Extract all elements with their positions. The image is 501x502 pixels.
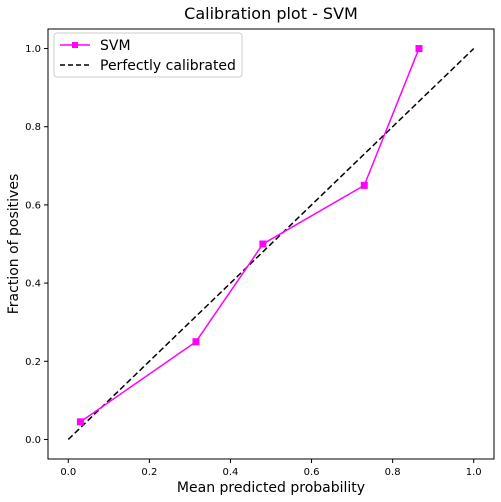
x-tick-label: 0.4 — [223, 467, 239, 478]
x-tick-label: 0.0 — [60, 467, 76, 478]
y-tick-label: 0.4 — [25, 279, 41, 290]
x-tick-label: 0.2 — [141, 467, 157, 478]
legend-box — [53, 32, 243, 78]
x-tick-label: 0.6 — [304, 467, 320, 478]
legend-label-svm: SVM — [100, 38, 131, 54]
plot-area-frame — [47, 28, 495, 460]
data-point-svm — [76, 418, 84, 426]
x-tick-label: 0.8 — [385, 467, 401, 478]
y-axis: 0.0 0.2 0.4 0.6 0.8 1.0 — [25, 44, 48, 446]
x-tick-label: 1.0 — [466, 467, 482, 478]
series-layer — [67, 45, 475, 440]
y-tick-label: 0.2 — [25, 357, 41, 368]
data-point-svm — [192, 338, 200, 346]
chart-title: Calibration plot - SVM — [184, 4, 358, 23]
legend-swatch-svm-marker — [72, 42, 78, 48]
y-tick-label: 0.6 — [25, 200, 41, 211]
data-point-svm — [415, 45, 423, 53]
data-point-svm — [360, 181, 368, 189]
y-tick-label: 0.0 — [25, 435, 41, 446]
y-axis-label: Fraction of positives — [6, 174, 22, 315]
y-tick-label: 1.0 — [25, 44, 41, 55]
y-tick-label: 0.8 — [25, 122, 41, 133]
series-line-svm — [80, 48, 420, 423]
x-axis: 0.0 0.2 0.4 0.6 0.8 1.0 — [60, 459, 482, 478]
legend: SVM Perfectly calibrated — [53, 32, 243, 78]
legend-label-perfectly-calibrated: Perfectly calibrated — [100, 58, 236, 74]
series-line-perfectly-calibrated — [67, 48, 475, 440]
data-point-svm — [259, 240, 267, 248]
x-axis-label: Mean predicted probability — [177, 480, 365, 496]
